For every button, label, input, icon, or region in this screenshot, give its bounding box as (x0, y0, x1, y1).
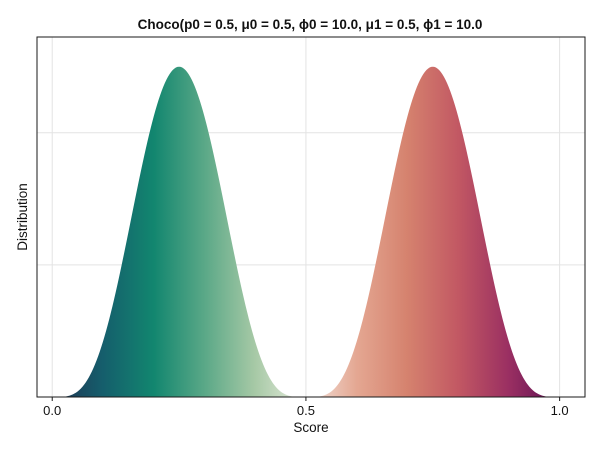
density-areas (52, 66, 560, 397)
x-tick-label: 1.0 (551, 403, 569, 418)
chart-title: Choco(p0 = 0.5, μ0 = 0.5, ϕ0 = 10.0, μ1 … (138, 17, 483, 32)
x-tick-label: 0.0 (43, 403, 61, 418)
y-axis-label: Distribution (15, 183, 30, 251)
density-area-left (52, 66, 306, 397)
x-tick-label: 0.5 (297, 403, 315, 418)
x-axis-label: Score (293, 420, 328, 435)
density-area-right (305, 66, 560, 397)
plot-frame (36, 36, 586, 398)
x-axis: 0.0 0.5 1.0 (43, 397, 569, 418)
